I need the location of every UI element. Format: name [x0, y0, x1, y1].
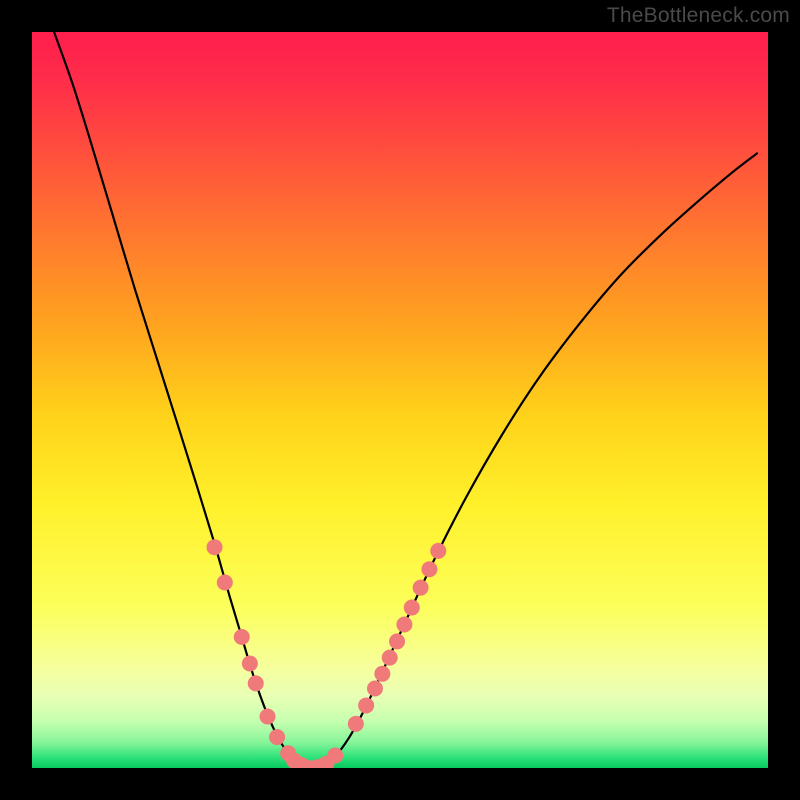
marker-dot: [421, 561, 437, 577]
marker-dot: [358, 697, 374, 713]
gradient-background: [32, 32, 768, 768]
marker-dot: [207, 539, 223, 555]
marker-dot: [242, 655, 258, 671]
marker-dot: [382, 650, 398, 666]
chart-frame: TheBottleneck.com: [0, 0, 800, 800]
watermark-text: TheBottleneck.com: [607, 4, 790, 28]
marker-dot: [260, 708, 276, 724]
marker-dot: [430, 543, 446, 559]
marker-dot: [389, 633, 405, 649]
marker-dot: [269, 729, 285, 745]
marker-dot: [367, 681, 383, 697]
marker-dot: [396, 616, 412, 632]
marker-dot: [348, 716, 364, 732]
marker-dot: [374, 666, 390, 682]
marker-dot: [404, 600, 420, 616]
marker-dot: [327, 747, 343, 763]
plot-svg: [32, 32, 768, 768]
plot-area: [32, 32, 768, 768]
marker-dot: [413, 580, 429, 596]
marker-dot: [217, 575, 233, 591]
marker-dot: [248, 675, 264, 691]
marker-dot: [234, 629, 250, 645]
